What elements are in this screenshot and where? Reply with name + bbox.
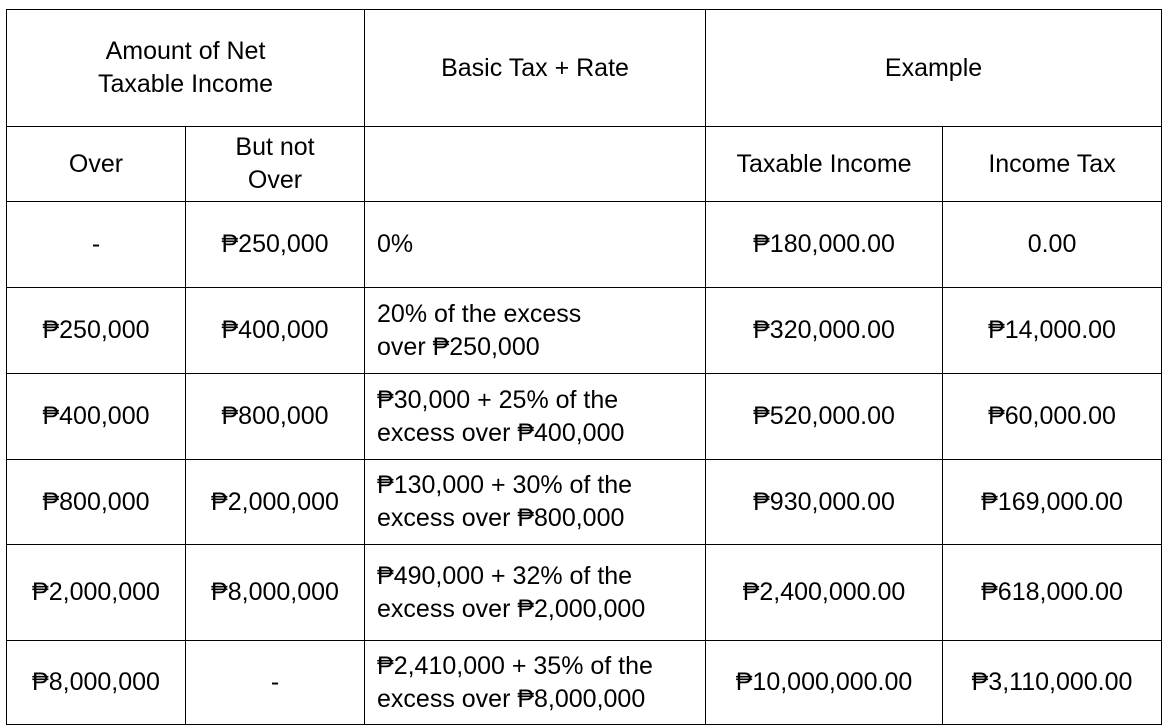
- cell-income-tax: ₱3,110,000.00: [942, 640, 1163, 725]
- cell-basic-tax-rate: ₱490,000 + 32% of the excess over ₱2,000…: [364, 544, 707, 641]
- header-amount-line-1: Amount of Net: [105, 37, 266, 65]
- cell-rate-line-1: 20% of the excess: [377, 299, 582, 328]
- cell-but-not-over: ₱8,000,000: [184, 544, 366, 641]
- cell-but-not-over: ₱2,000,000: [184, 459, 366, 545]
- table-row: ₱250,000 ₱400,000 20% of the excess over…: [6, 287, 1163, 374]
- cell-over: -: [6, 201, 186, 288]
- cell-taxable-income: ₱10,000,000.00: [705, 640, 944, 725]
- cell-but-not-over: ₱800,000: [184, 373, 366, 460]
- cell-but-not-over: ₱250,000: [184, 201, 366, 288]
- cell-but-not-over: ₱400,000: [184, 287, 366, 374]
- cell-income-tax: ₱169,000.00: [942, 459, 1163, 545]
- header-taxable-income: Taxable Income: [705, 126, 944, 202]
- cell-income-tax: ₱14,000.00: [942, 287, 1163, 374]
- income-tax-table: Amount of Net Taxable Income Basic Tax +…: [5, 9, 1163, 725]
- cell-rate-line-2: excess over ₱2,000,000: [377, 594, 646, 623]
- cell-rate-line-1: 0%: [377, 230, 414, 258]
- table-row: - ₱250,000 0% ₱180,000.00 0.00: [6, 201, 1163, 288]
- cell-basic-tax-rate: ₱30,000 + 25% of the excess over ₱400,00…: [364, 373, 707, 460]
- cell-but-not-over: -: [184, 640, 366, 725]
- cell-taxable-income: ₱520,000.00: [705, 373, 944, 460]
- table-row: ₱400,000 ₱800,000 ₱30,000 + 25% of the e…: [6, 373, 1163, 460]
- header-basic-tax-rate: Basic Tax + Rate: [364, 9, 707, 127]
- cell-income-tax: 0.00: [942, 201, 1163, 288]
- cell-taxable-income: ₱930,000.00: [705, 459, 944, 545]
- header-amount-of-net-taxable-income: Amount of Net Taxable Income: [5, 9, 366, 127]
- cell-taxable-income: ₱320,000.00: [705, 287, 944, 374]
- cell-rate-line-2: over ₱250,000: [377, 332, 540, 361]
- header-rate-sub-empty: [364, 126, 707, 202]
- cell-basic-tax-rate: 20% of the excess over ₱250,000: [364, 287, 707, 374]
- cell-rate-line-1: ₱2,410,000 + 35% of the: [377, 651, 653, 680]
- header-example: Example: [705, 9, 1163, 127]
- cell-over: ₱8,000,000: [6, 640, 186, 725]
- cell-taxable-income: ₱180,000.00: [705, 201, 944, 288]
- cell-rate-line-1: ₱130,000 + 30% of the: [377, 471, 633, 499]
- cell-basic-tax-rate: ₱130,000 + 30% of the excess over ₱800,0…: [364, 459, 707, 545]
- header-over: Over: [6, 126, 186, 202]
- header-row-sub: Over But not Over Taxable Income Income …: [6, 126, 1163, 202]
- cell-rate-line-1: ₱490,000 + 32% of the: [377, 561, 633, 590]
- header-income-tax: Income Tax: [942, 126, 1163, 202]
- table-row: ₱2,000,000 ₱8,000,000 ₱490,000 + 32% of …: [6, 544, 1163, 641]
- cell-over: ₱250,000: [6, 287, 186, 374]
- cell-rate-line-2: excess over ₱800,000: [377, 504, 625, 532]
- table-row: ₱800,000 ₱2,000,000 ₱130,000 + 30% of th…: [6, 459, 1163, 545]
- header-amount-line-2: Taxable Income: [97, 70, 274, 98]
- header-row-group: Amount of Net Taxable Income Basic Tax +…: [5, 9, 1163, 127]
- cell-rate-line-2: excess over ₱400,000: [377, 418, 625, 447]
- cell-rate-line-1: ₱30,000 + 25% of the: [377, 385, 619, 414]
- cell-over: ₱2,000,000: [6, 544, 186, 641]
- cell-income-tax: ₱618,000.00: [942, 544, 1163, 641]
- cell-over: ₱400,000: [6, 373, 186, 460]
- cell-basic-tax-rate: 0%: [364, 201, 707, 288]
- cell-taxable-income: ₱2,400,000.00: [705, 544, 944, 641]
- cell-over: ₱800,000: [6, 459, 186, 545]
- header-but-not-over-line-1: But not: [235, 133, 315, 161]
- cell-rate-line-2: excess over ₱8,000,000: [377, 684, 646, 713]
- table-row: ₱8,000,000 - ₱2,410,000 + 35% of the exc…: [6, 640, 1163, 725]
- cell-basic-tax-rate: ₱2,410,000 + 35% of the excess over ₱8,0…: [364, 640, 707, 725]
- header-but-not-over-line-2: Over: [247, 166, 303, 194]
- header-but-not-over: But not Over: [184, 126, 366, 202]
- cell-income-tax: ₱60,000.00: [942, 373, 1163, 460]
